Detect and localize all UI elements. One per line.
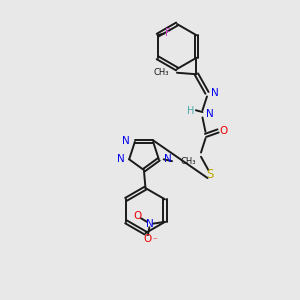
Text: F: F <box>165 28 171 38</box>
Text: O: O <box>134 211 142 221</box>
Text: O: O <box>144 234 152 244</box>
Text: N: N <box>164 154 171 164</box>
Text: CH₃: CH₃ <box>153 68 169 77</box>
Text: ⁻: ⁻ <box>152 236 157 245</box>
Text: N: N <box>122 136 130 146</box>
Text: N: N <box>117 154 124 164</box>
Text: S: S <box>206 168 214 181</box>
Text: H: H <box>187 106 194 116</box>
Text: N: N <box>146 219 153 229</box>
Text: O: O <box>219 126 227 136</box>
Text: CH₃: CH₃ <box>180 157 196 166</box>
Text: N: N <box>211 88 219 98</box>
Text: N: N <box>206 109 214 119</box>
